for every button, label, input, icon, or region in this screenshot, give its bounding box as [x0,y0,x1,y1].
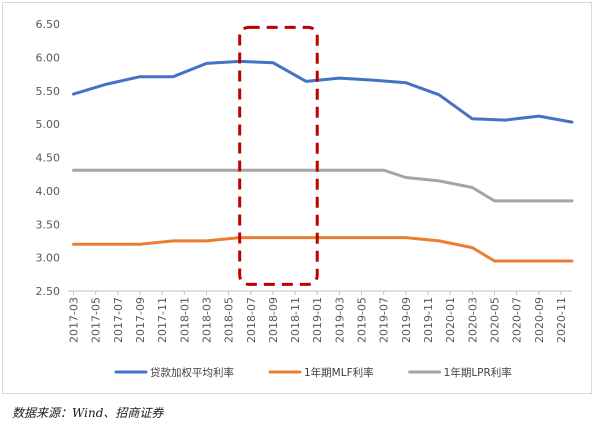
y-tick-label: 3.00 [36,252,61,265]
x-tick-label: 2019-11 [422,297,435,343]
x-tick-label: 2018-03 [200,297,213,343]
series-line [72,168,574,203]
x-tick-label: 2017-05 [90,297,103,343]
y-tick-label: 6.00 [36,51,61,64]
x-tick-label: 2017-07 [112,297,125,343]
x-tick-label: 2017-03 [68,297,81,343]
x-tick-label: 2020-03 [466,297,479,343]
y-tick-label: 6.50 [36,18,61,31]
series-line [72,236,574,263]
line-chart: 2.50 3.00 3.50 4.00 4.50 5.00 5.50 6.00 6.50 201… [36,18,574,379]
y-tick-label: 5.00 [36,118,61,131]
x-tick-label: 2019-09 [400,297,413,343]
legend-label: 1年期MLF利率 [304,366,374,379]
x-tick-label: 2018-01 [178,297,191,343]
x-tick-label: 2019-01 [311,297,324,343]
x-tick-label: 2020-11 [555,297,568,343]
x-tick-label: 2019-05 [356,297,369,343]
x-tick-label: 2020-09 [533,297,546,343]
source-note: 数据来源：Wind、招商证券 [12,406,164,420]
x-tick-label: 2018-11 [289,297,302,343]
chart-frame [2,2,592,394]
x-tick-label: 2018-07 [245,297,258,343]
y-tick-label: 2.50 [36,285,61,298]
legend-label: 贷款加权平均利率 [150,366,234,379]
x-tick-label: 2017-11 [156,297,169,343]
series-line [72,59,574,124]
y-axis: 2.50 3.00 3.50 4.00 4.50 5.00 5.50 6.00 6.50 [36,18,61,298]
legend-label: 1年期LPR利率 [444,366,512,379]
x-tick-label: 2020-01 [444,297,457,343]
x-tick-label: 2017-09 [134,297,147,343]
x-tick-label: 2018-09 [267,297,280,343]
x-tick-label: 2020-07 [511,297,524,343]
y-tick-label: 5.50 [36,85,61,98]
legend: 贷款加权平均利率 1年期MLF利率 1年期LPR利率 [114,366,512,379]
y-tick-label: 4.00 [36,185,61,198]
y-tick-label: 3.50 [36,218,61,231]
x-tick-label: 2018-05 [223,297,236,343]
series-layer [72,59,574,263]
y-tick-label: 4.50 [36,152,61,165]
x-tick-label: 2020-05 [488,297,501,343]
x-axis: 2017-03 2017-05 2017-07 2017-09 2017-11 2018-… [68,290,572,343]
x-tick-label: 2019-07 [378,297,391,343]
x-tick-label: 2019-03 [333,297,346,343]
